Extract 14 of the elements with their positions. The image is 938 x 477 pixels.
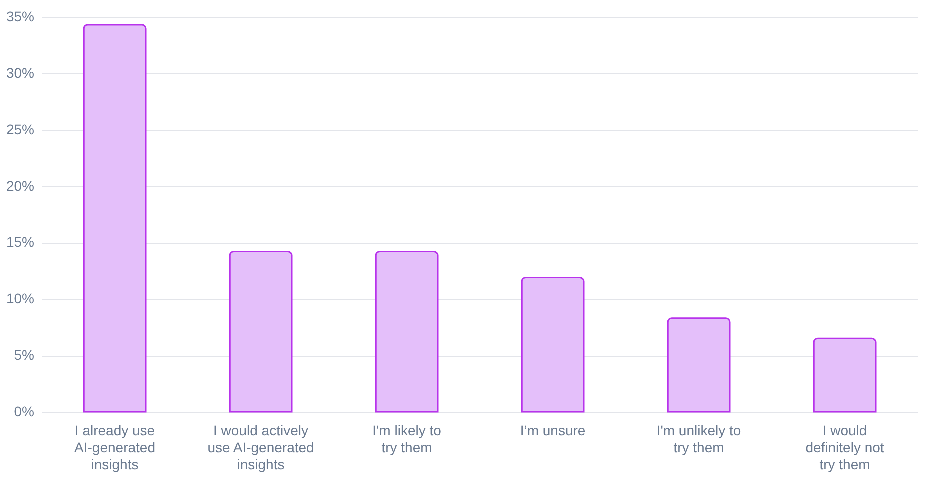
y-tick-label: 25% — [6, 121, 34, 138]
x-tick-label: I’m unsure — [520, 422, 586, 438]
x-tick-label: I would definitely not try them — [806, 422, 884, 472]
y-tick-label: 5% — [14, 347, 34, 364]
x-tick-label: I'm unlikely to try them — [656, 422, 742, 456]
x-tick-label: I would actively use AI-generated insights — [208, 422, 314, 472]
y-tick-label: 20% — [6, 178, 34, 194]
y-tick-label: 30% — [6, 64, 34, 81]
x-tick-label: I'm likely to try them — [372, 422, 442, 456]
x-tick-label: I already use AI-generated insights — [74, 422, 156, 472]
y-tick-label: 0% — [14, 404, 34, 420]
y-tick-label: 10% — [6, 290, 34, 307]
y-tick-label: 15% — [6, 234, 34, 250]
y-tick-label: 35% — [6, 8, 34, 24]
